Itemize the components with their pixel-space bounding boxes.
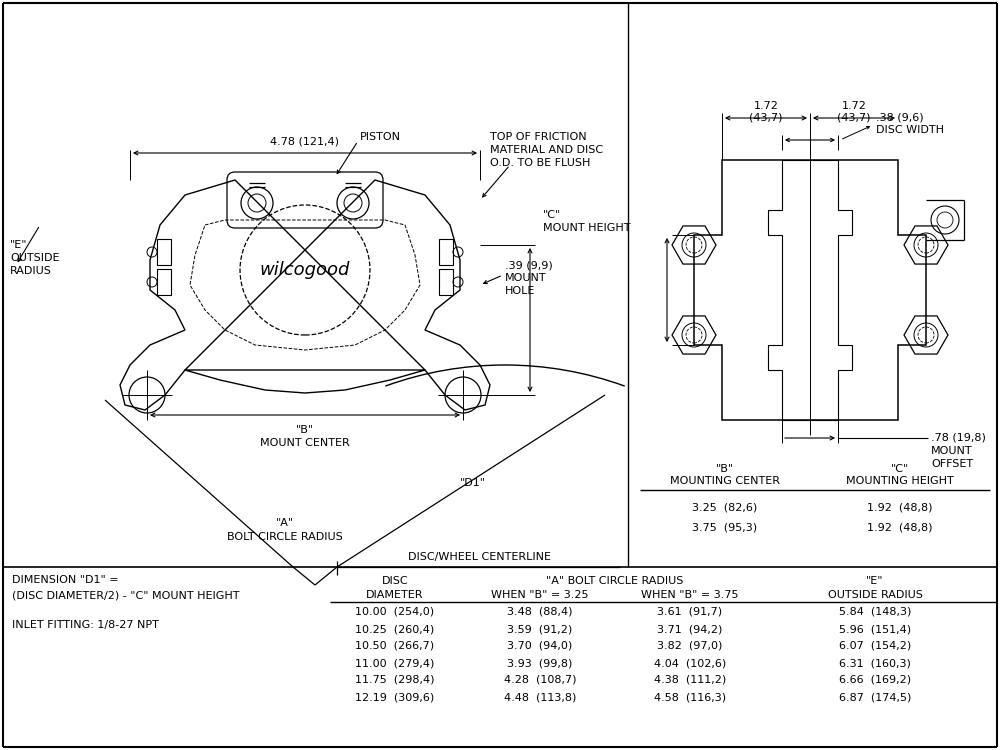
Text: 4.38  (111,2): 4.38 (111,2) <box>654 675 726 685</box>
Text: MOUNT: MOUNT <box>505 273 547 283</box>
Text: 3.48  (88,4): 3.48 (88,4) <box>507 607 573 617</box>
Text: 11.00  (279,4): 11.00 (279,4) <box>355 658 435 668</box>
Text: "D1": "D1" <box>460 478 486 488</box>
Text: 5.84  (148,3): 5.84 (148,3) <box>839 607 911 617</box>
Text: OUTSIDE: OUTSIDE <box>10 253 60 263</box>
Text: 3.71  (94,2): 3.71 (94,2) <box>657 624 723 634</box>
Text: MOUNTING HEIGHT: MOUNTING HEIGHT <box>846 476 954 486</box>
Text: (DISC DIAMETER/2) - "C" MOUNT HEIGHT: (DISC DIAMETER/2) - "C" MOUNT HEIGHT <box>12 590 240 600</box>
Text: 12.19  (309,6): 12.19 (309,6) <box>355 692 435 702</box>
Text: wilcogood: wilcogood <box>260 261 350 279</box>
Text: 3.82  (97,0): 3.82 (97,0) <box>657 641 723 651</box>
Text: DIAMETER: DIAMETER <box>366 590 424 600</box>
Text: OUTSIDE RADIUS: OUTSIDE RADIUS <box>828 590 922 600</box>
Text: "C": "C" <box>891 464 909 474</box>
Text: 4.28  (108,7): 4.28 (108,7) <box>504 675 576 685</box>
Text: "A": "A" <box>276 518 294 528</box>
Text: DISC WIDTH: DISC WIDTH <box>876 125 944 135</box>
Text: "E": "E" <box>866 576 884 586</box>
Text: "A" BOLT CIRCLE RADIUS: "A" BOLT CIRCLE RADIUS <box>546 576 684 586</box>
Text: 10.00  (254,0): 10.00 (254,0) <box>355 607 435 617</box>
Text: .78 (19,8): .78 (19,8) <box>931 433 986 443</box>
Text: 3.75  (95,3): 3.75 (95,3) <box>692 522 758 532</box>
Text: 3.61  (91,7): 3.61 (91,7) <box>657 607 723 617</box>
Text: 6.87  (174,5): 6.87 (174,5) <box>839 692 911 702</box>
Text: 4.58  (116,3): 4.58 (116,3) <box>654 692 726 702</box>
Text: MATERIAL AND DISC: MATERIAL AND DISC <box>490 145 603 155</box>
Text: BOLT CIRCLE RADIUS: BOLT CIRCLE RADIUS <box>227 532 343 542</box>
Text: DISC: DISC <box>382 576 408 586</box>
Text: "E": "E" <box>10 240 28 250</box>
Text: 6.07  (154,2): 6.07 (154,2) <box>839 641 911 651</box>
Text: MOUNTING CENTER: MOUNTING CENTER <box>670 476 780 486</box>
Text: "B": "B" <box>296 425 314 435</box>
Text: 3.70  (94,0): 3.70 (94,0) <box>507 641 573 651</box>
Text: 4.04  (102,6): 4.04 (102,6) <box>654 658 726 668</box>
Text: "B": "B" <box>716 464 734 474</box>
Text: 4.48  (113,8): 4.48 (113,8) <box>504 692 576 702</box>
Text: "C": "C" <box>543 210 561 220</box>
Text: INLET FITTING: 1/8-27 NPT: INLET FITTING: 1/8-27 NPT <box>12 620 159 630</box>
Text: .38 (9,6): .38 (9,6) <box>876 112 924 122</box>
Text: HOLE: HOLE <box>505 286 535 296</box>
Text: 6.66  (169,2): 6.66 (169,2) <box>839 675 911 685</box>
Text: PISTON: PISTON <box>360 132 401 142</box>
Text: OFFSET: OFFSET <box>931 459 973 469</box>
Text: 1.92  (48,8): 1.92 (48,8) <box>867 522 933 532</box>
Text: MOUNT CENTER: MOUNT CENTER <box>260 438 350 448</box>
Text: MOUNT HEIGHT: MOUNT HEIGHT <box>543 223 631 233</box>
Text: 4.78 (121,4): 4.78 (121,4) <box>270 137 340 147</box>
Text: 5.96  (151,4): 5.96 (151,4) <box>839 624 911 634</box>
Text: 10.25  (260,4): 10.25 (260,4) <box>355 624 435 634</box>
Text: WHEN "B" = 3.75: WHEN "B" = 3.75 <box>641 590 739 600</box>
Text: 3.93  (99,8): 3.93 (99,8) <box>507 658 573 668</box>
Text: 10.50  (266,7): 10.50 (266,7) <box>355 641 435 651</box>
Text: 1.72: 1.72 <box>842 101 866 111</box>
Text: DIMENSION "D1" =: DIMENSION "D1" = <box>12 575 119 585</box>
Text: O.D. TO BE FLUSH: O.D. TO BE FLUSH <box>490 158 590 168</box>
Text: 3.59  (91,2): 3.59 (91,2) <box>507 624 573 634</box>
Text: 1.92  (48,8): 1.92 (48,8) <box>867 502 933 512</box>
Text: TOP OF FRICTION: TOP OF FRICTION <box>490 132 587 142</box>
Text: RADIUS: RADIUS <box>10 266 52 276</box>
Text: 6.31  (160,3): 6.31 (160,3) <box>839 658 911 668</box>
Text: (43,7): (43,7) <box>837 112 871 122</box>
Text: (43,7): (43,7) <box>749 112 783 122</box>
Text: MOUNT: MOUNT <box>931 446 973 456</box>
Text: 11.75  (298,4): 11.75 (298,4) <box>355 675 435 685</box>
Text: DISC/WHEEL CENTERLINE: DISC/WHEEL CENTERLINE <box>409 552 552 562</box>
Text: 3.25  (82,6): 3.25 (82,6) <box>692 502 758 512</box>
Text: 1.72: 1.72 <box>754 101 778 111</box>
Text: .39 (9,9): .39 (9,9) <box>505 260 553 270</box>
Text: WHEN "B" = 3.25: WHEN "B" = 3.25 <box>491 590 589 600</box>
